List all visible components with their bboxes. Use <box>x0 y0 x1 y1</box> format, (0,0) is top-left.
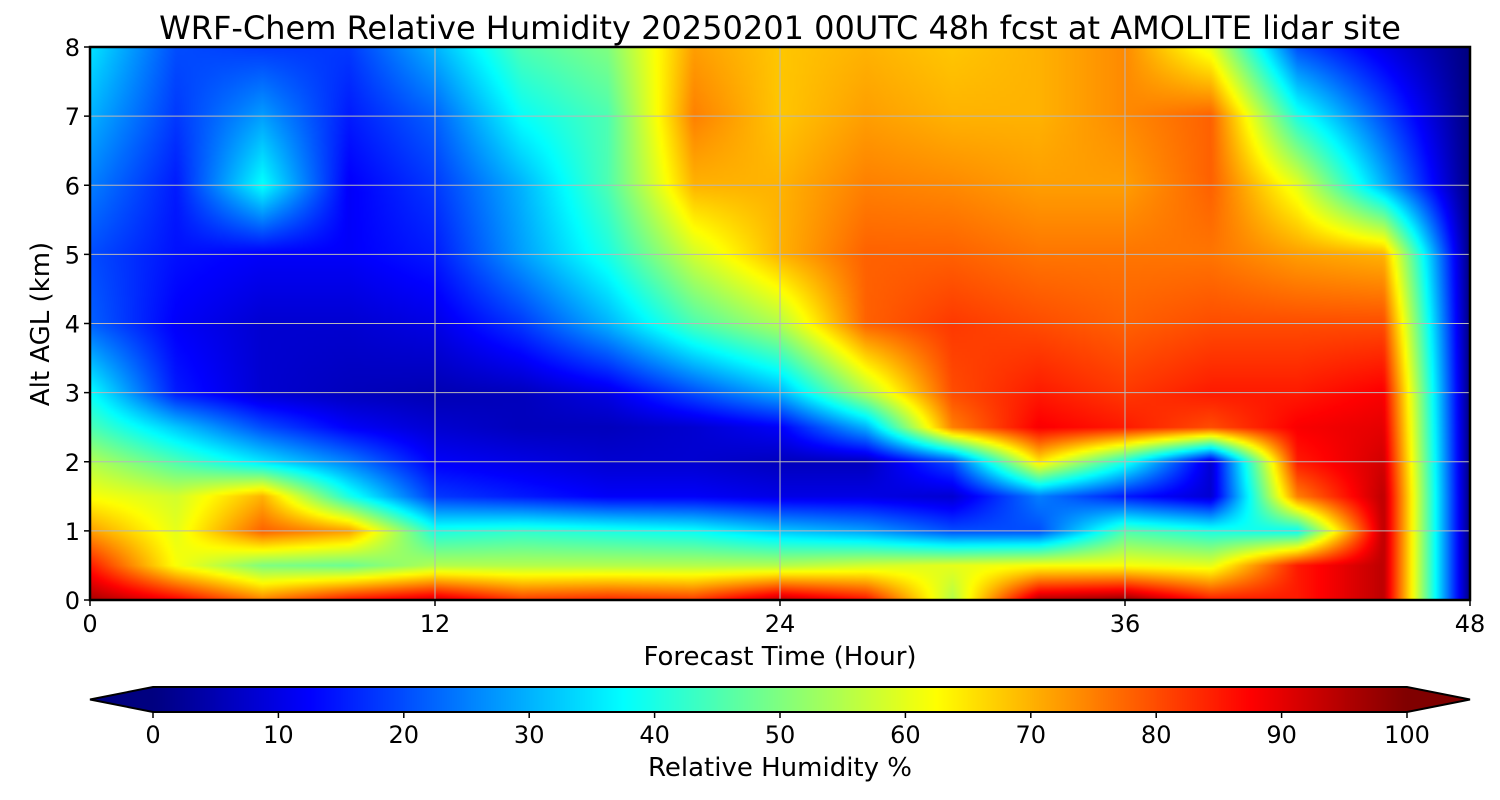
y-tick-label: 8 <box>65 34 80 62</box>
colorbar-max-extension <box>1407 687 1470 712</box>
colorbar-tick-label: 70 <box>1016 721 1047 749</box>
y-tick-label: 3 <box>65 380 80 408</box>
colorbar-tick-label: 0 <box>145 721 160 749</box>
x-tick-label: 36 <box>1110 610 1141 638</box>
colorbar-tick-label: 10 <box>263 721 294 749</box>
colorbar-tick-label: 100 <box>1384 721 1430 749</box>
colorbar-ticks: 0 10 20 30 40 50 60 70 80 90 100 <box>145 712 1430 749</box>
y-tick-label: 6 <box>65 172 80 200</box>
x-tick-label: 48 <box>1455 610 1486 638</box>
x-tick-label: 24 <box>765 610 796 638</box>
colorbar-tick-label: 90 <box>1266 721 1297 749</box>
colorbar-tick-label: 40 <box>639 721 670 749</box>
colorbar-gradient <box>153 687 1407 712</box>
colorbar-tick-label: 30 <box>514 721 545 749</box>
y-tick-label: 4 <box>65 311 80 339</box>
colorbar-label: Relative Humidity % <box>648 753 912 783</box>
grid-lines <box>90 47 1470 600</box>
colorbar-tick-label: 50 <box>765 721 796 749</box>
y-tick-label: 7 <box>65 103 80 131</box>
colorbar-tick-label: 60 <box>890 721 921 749</box>
y-tick-label: 2 <box>65 449 80 477</box>
y-axis-ticks: 0 1 2 3 4 5 6 7 8 <box>65 34 90 615</box>
x-axis-ticks: 0 12 24 36 48 <box>82 600 1485 638</box>
x-tick-label: 12 <box>420 610 451 638</box>
x-axis-label: Forecast Time (Hour) <box>643 642 916 672</box>
y-tick-label: 1 <box>65 518 80 546</box>
x-tick-label: 0 <box>82 610 97 638</box>
y-tick-label: 5 <box>65 241 80 269</box>
y-axis-label: Alt AGL (km) <box>26 242 56 406</box>
colorbar-tick-label: 80 <box>1141 721 1172 749</box>
y-tick-label: 0 <box>65 587 80 615</box>
chart-title: WRF-Chem Relative Humidity 20250201 00UT… <box>159 9 1401 47</box>
colorbar-tick-label: 20 <box>389 721 420 749</box>
colorbar-min-extension <box>90 687 153 712</box>
